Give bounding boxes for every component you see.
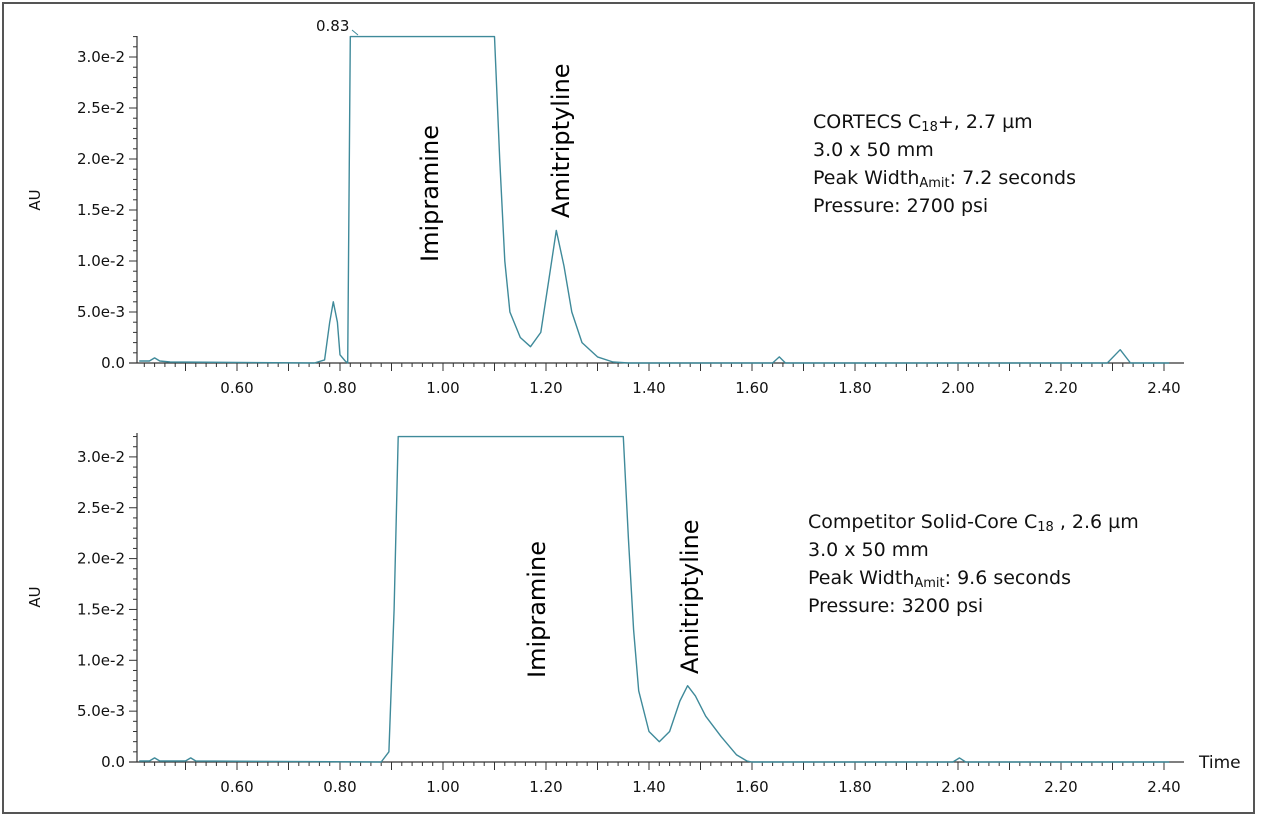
x-tick-label: 2.40 <box>1147 379 1180 397</box>
peak-label-imipramine-top: Imipramine <box>416 125 444 262</box>
x-tick-label: 0.60 <box>220 778 253 796</box>
x-tick-label: 2.40 <box>1147 778 1180 796</box>
column-info-bottom: Competitor Solid-Core C18 , 2.6 µm 3.0 x… <box>808 508 1139 620</box>
y-tick-label: 3.0e-2 <box>77 448 125 466</box>
x-tick-label: 2.20 <box>1044 379 1077 397</box>
pressure: Pressure: 2700 psi <box>813 195 989 217</box>
x-tick-label: 1.20 <box>529 778 562 796</box>
peak-width: Peak WidthAmit: 7.2 seconds <box>813 167 1076 191</box>
x-tick-label: 2.00 <box>941 778 974 796</box>
column-name: Competitor Solid-Core C18 , 2.6 µm <box>808 511 1139 535</box>
peak-label-imipramine-bottom: Imipramine <box>523 541 551 678</box>
peak-label-amitriptyline-bottom: Amitriptyline <box>676 519 704 674</box>
x-tick-label: 0.60 <box>220 379 253 397</box>
x-tick-label: 1.40 <box>632 778 665 796</box>
y-tick-label: 1.0e-2 <box>77 651 125 669</box>
y-tick-label: 5.0e-3 <box>77 303 125 321</box>
x-tick-label: 1.40 <box>632 379 665 397</box>
peak-time-label: 0.83 <box>316 17 349 35</box>
x-tick-label: 1.60 <box>735 778 768 796</box>
peak-width: Peak WidthAmit: 9.6 seconds <box>808 567 1071 591</box>
column-dimensions: 3.0 x 50 mm <box>808 539 929 561</box>
x-tick-label: 2.00 <box>941 379 974 397</box>
column-dimensions: 3.0 x 50 mm <box>813 139 934 161</box>
peak-label-amitriptyline-top: Amitriptyline <box>547 63 575 218</box>
y-tick-label: 0.0 <box>101 753 125 771</box>
x-tick-label: 1.80 <box>838 778 871 796</box>
chromatogram-trace <box>139 435 1170 763</box>
x-tick-label: 1.60 <box>735 379 768 397</box>
x-tick-label: 0.80 <box>323 379 356 397</box>
y-tick-label: 3.0e-2 <box>77 48 125 66</box>
x-tick-label: 1.80 <box>838 379 871 397</box>
column-info-top: CORTECS C18+, 2.7 µm 3.0 x 50 mm Peak Wi… <box>813 108 1076 220</box>
y-tick-label: 0.0 <box>101 354 125 372</box>
y-tick-label: 1.5e-2 <box>77 600 125 618</box>
y-axis-title-top: AU <box>26 189 44 210</box>
y-tick-label: 2.0e-2 <box>77 550 125 568</box>
chromatogram-trace <box>139 35 1170 364</box>
x-tick-label: 1.00 <box>426 778 459 796</box>
column-name: CORTECS C18+, 2.7 µm <box>813 111 1033 135</box>
pressure: Pressure: 3200 psi <box>808 595 984 617</box>
y-axis-title-bottom: AU <box>26 586 44 607</box>
chromatogram-bottom: 0.0 5.0e-3 1.0e-2 1.5e-2 2.0e-2 2.5e-2 3.0e-2 0… <box>77 433 1184 796</box>
chromatogram-top: 0.0 5.0e-3 1.0e-2 1.5e-2 2.0e-2 2.5e-2 3.0e-2 0… <box>77 29 1184 397</box>
x-axis-title-time: Time <box>1198 753 1241 773</box>
x-tick-label: 0.80 <box>323 778 356 796</box>
y-tick-label: 2.5e-2 <box>77 99 125 117</box>
x-tick-label: 1.00 <box>426 379 459 397</box>
y-tick-label: 1.5e-2 <box>77 201 125 219</box>
x-tick-label: 1.20 <box>529 379 562 397</box>
y-tick-label: 2.5e-2 <box>77 499 125 517</box>
y-tick-label: 2.0e-2 <box>77 150 125 168</box>
x-tick-label: 2.20 <box>1044 778 1077 796</box>
y-tick-label: 1.0e-2 <box>77 252 125 270</box>
y-tick-label: 5.0e-3 <box>77 702 125 720</box>
